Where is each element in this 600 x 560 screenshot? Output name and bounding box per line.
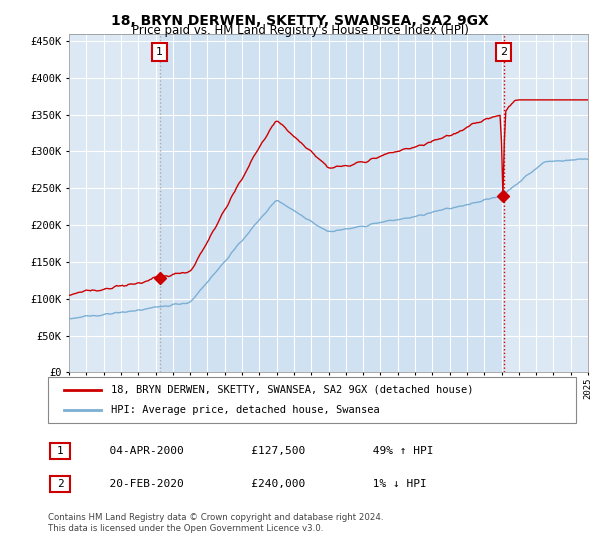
- FancyBboxPatch shape: [50, 477, 70, 492]
- Text: 20-FEB-2020          £240,000          1% ↓ HPI: 20-FEB-2020 £240,000 1% ↓ HPI: [96, 479, 427, 489]
- Text: 1: 1: [157, 47, 163, 57]
- Bar: [160, 34, 504, 372]
- Text: 1: 1: [56, 446, 64, 456]
- FancyBboxPatch shape: [48, 377, 576, 423]
- Text: 18, BRYN DERWEN, SKETTY, SWANSEA, SA2 9GX (detached house): 18, BRYN DERWEN, SKETTY, SWANSEA, SA2 9G…: [112, 385, 474, 395]
- Text: HPI: Average price, detached house, Swansea: HPI: Average price, detached house, Swan…: [112, 405, 380, 415]
- Text: 04-APR-2000          £127,500          49% ↑ HPI: 04-APR-2000 £127,500 49% ↑ HPI: [96, 446, 433, 456]
- Text: 18, BRYN DERWEN, SKETTY, SWANSEA, SA2 9GX: 18, BRYN DERWEN, SKETTY, SWANSEA, SA2 9G…: [111, 14, 489, 28]
- Text: This data is licensed under the Open Government Licence v3.0.: This data is licensed under the Open Gov…: [48, 524, 323, 533]
- FancyBboxPatch shape: [50, 443, 70, 459]
- Text: 2: 2: [500, 47, 508, 57]
- Text: Price paid vs. HM Land Registry's House Price Index (HPI): Price paid vs. HM Land Registry's House …: [131, 24, 469, 37]
- Text: Contains HM Land Registry data © Crown copyright and database right 2024.: Contains HM Land Registry data © Crown c…: [48, 513, 383, 522]
- Text: 2: 2: [56, 479, 64, 489]
